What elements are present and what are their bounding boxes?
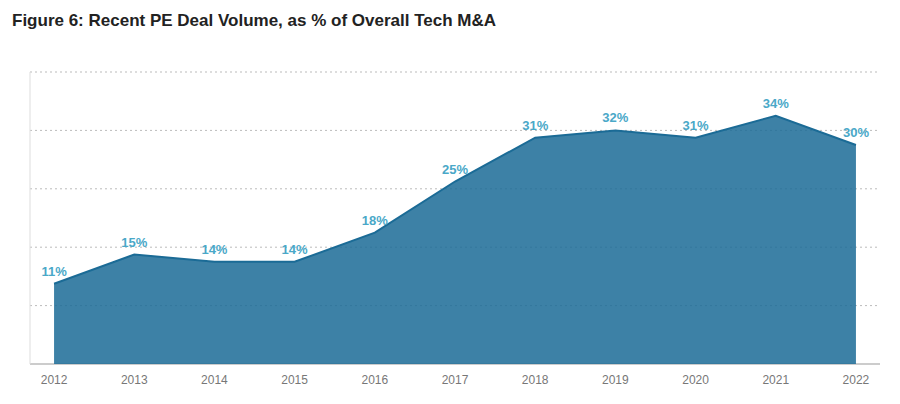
data-label: 15% [121,235,147,250]
x-tick-label: 2014 [201,373,228,387]
data-label: 14% [282,242,308,257]
chart-svg: Figure 6: Recent PE Deal Volume, as % of… [0,0,900,404]
x-tick-label: 2018 [522,373,549,387]
x-tick-label: 2022 [843,373,870,387]
data-labels: 11% 15% 14% 14% 18% 25% 31% 32% 31% 34% 30% [41,96,869,279]
x-tick-label: 2012 [41,373,68,387]
data-label: 30% [843,125,869,140]
x-tick-label: 2021 [762,373,789,387]
data-label: 11% [41,264,67,279]
data-label: 18% [362,213,388,228]
x-tick-label: 2013 [121,373,148,387]
data-label: 25% [442,162,468,177]
data-label: 32% [602,110,628,125]
chart-container: Figure 6: Recent PE Deal Volume, as % of… [0,0,900,404]
x-tick-label: 2016 [361,373,388,387]
grid-line [30,72,880,73]
chart-title: Figure 6: Recent PE Deal Volume, as % of… [12,11,496,30]
data-label: 14% [201,242,227,257]
data-label: 31% [522,118,548,133]
data-label: 31% [683,118,709,133]
data-label: 34% [763,96,789,111]
plot-area [54,116,856,364]
x-tick-label: 2015 [281,373,308,387]
y-axis-line [30,72,31,364]
x-tick-label: 2019 [602,373,629,387]
area [54,116,856,364]
line [54,116,856,284]
x-tick-label: 2020 [682,373,709,387]
x-tick-label: 2017 [442,373,469,387]
x-ticks: 2012 2013 2014 2015 2016 2017 2018 2019 2020 2021… [41,373,870,387]
